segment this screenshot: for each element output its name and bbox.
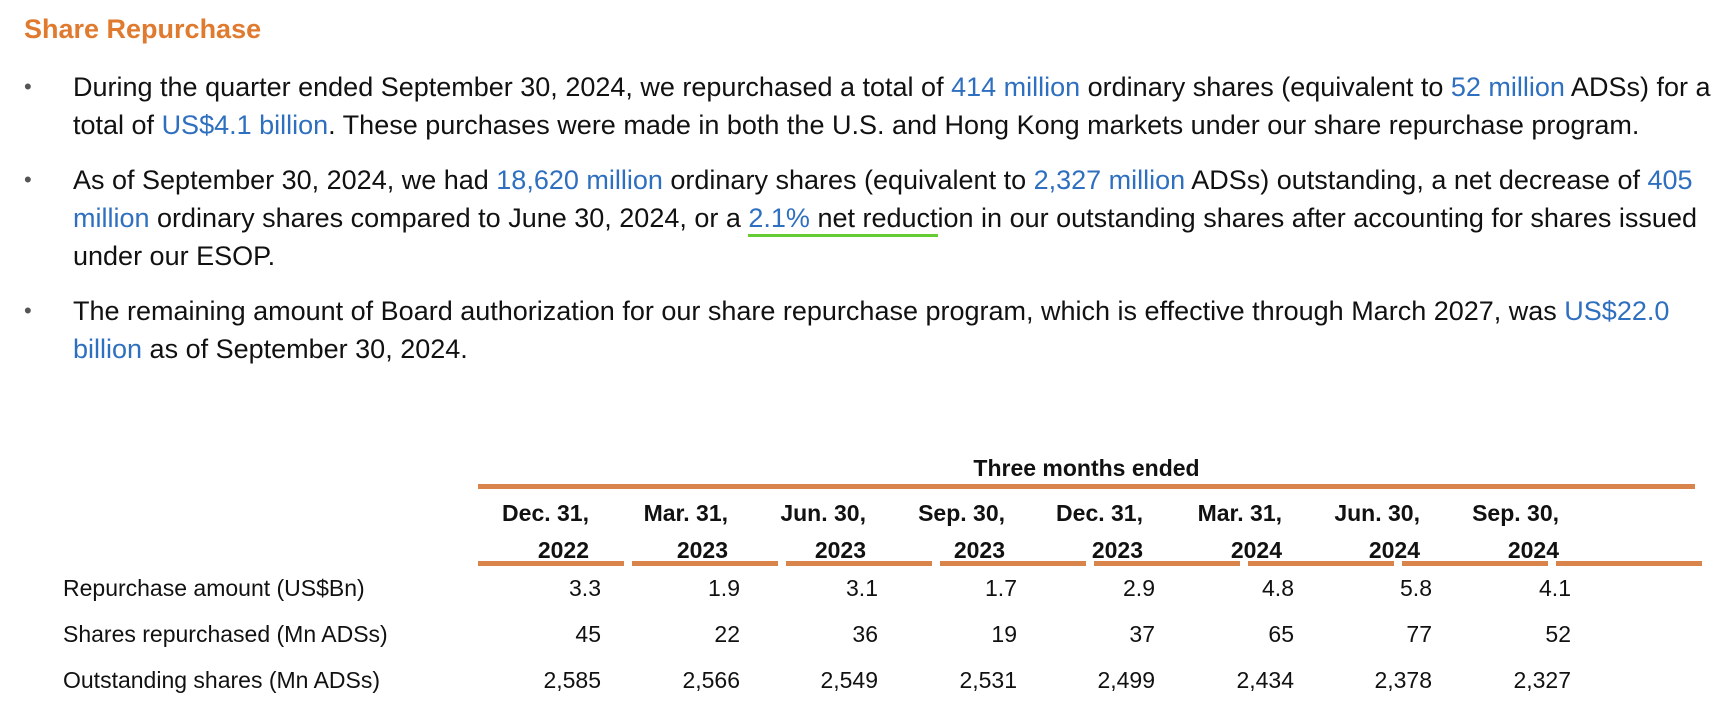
bullet-item: • As of September 30, 2024, we had 18,620… — [24, 161, 1714, 275]
row-label: Shares repurchased (Mn ADSs) — [63, 621, 388, 647]
bullet-text: net reduct — [809, 203, 938, 237]
bullet-text: ion in our outstanding shares after acco… — [73, 203, 1697, 271]
highlighted-figure: 2,327 million — [1033, 165, 1186, 195]
column-header-date: Dec. 31, — [1056, 500, 1143, 526]
highlighted-figure: 52 million — [1450, 72, 1565, 102]
table-cell: 2.9 — [1123, 575, 1155, 601]
column-header-rule — [478, 561, 624, 566]
table-cell: 77 — [1406, 621, 1432, 647]
bullet-dot-icon: • — [24, 298, 32, 323]
table-cell: 2,434 — [1236, 667, 1294, 693]
table-cell: 37 — [1129, 621, 1155, 647]
bullet-text: During the quarter ended September 30, 2… — [73, 72, 952, 102]
table-cell: 2,327 — [1513, 667, 1571, 693]
column-header: Sep. 30, 2024 — [1413, 495, 1559, 569]
table-cell: 5.8 — [1400, 575, 1432, 601]
bullet-text: as of September 30, 2024. — [142, 334, 468, 364]
bullet-item: • The remaining amount of Board authoriza… — [24, 292, 1714, 368]
column-header-rule — [1094, 561, 1240, 566]
column-header-rule — [940, 561, 1086, 566]
table-cell: 36 — [852, 621, 878, 647]
column-header: Jun. 30, 2024 — [1274, 495, 1420, 569]
section-title: Share Repurchase — [24, 14, 262, 44]
column-header: Mar. 31, 2023 — [582, 495, 728, 569]
column-header: Dec. 31, 2022 — [443, 495, 589, 569]
group-header-rule — [478, 484, 1695, 489]
column-header-year: 2023 — [1091, 537, 1143, 563]
bullet-text: ordinary shares compared to June 30, 202… — [149, 203, 749, 233]
column-header-year: 2023 — [676, 537, 728, 563]
table-cell: 2,531 — [959, 667, 1017, 693]
table-cell: 65 — [1268, 621, 1294, 647]
highlighted-figure: US$4.1 billion — [161, 110, 329, 140]
bullet-text: . These purchases were made in both the … — [328, 110, 1640, 140]
highlighted-figure: 2.1% — [748, 203, 810, 237]
bullet-text: ordinary shares (equivalent to — [1080, 72, 1451, 102]
highlighted-figure: 18,620 million — [496, 165, 663, 195]
bullet-item: • During the quarter ended September 30, … — [24, 68, 1714, 144]
column-header: Jun. 30, 2023 — [720, 495, 866, 569]
table-cell: 3.3 — [569, 575, 601, 601]
table-cell: 2,549 — [820, 667, 878, 693]
table-cell: 22 — [714, 621, 740, 647]
table-cell: 2,566 — [682, 667, 740, 693]
bullet-text: ADSs) for a total of — [73, 72, 1711, 140]
column-header: Mar. 31, 2024 — [1136, 495, 1282, 569]
bullet-dot-icon: • — [24, 167, 32, 192]
column-header-rule — [1402, 561, 1548, 566]
highlighted-figure: 405 million — [73, 165, 1693, 233]
column-header-date: Jun. 30, — [780, 500, 866, 526]
column-header-year: 2024 — [1230, 537, 1282, 563]
table-cell: 2,378 — [1374, 667, 1432, 693]
bullet-text: As of September 30, 2024, we had — [73, 165, 497, 195]
column-header-date: Jun. 30, — [1334, 500, 1420, 526]
table-cell: 2,499 — [1097, 667, 1155, 693]
table-cell: 1.9 — [708, 575, 740, 601]
table-cell: 4.1 — [1539, 575, 1571, 601]
column-header: Dec. 31, 2023 — [997, 495, 1143, 569]
group-header: Three months ended — [973, 455, 1200, 481]
table-cell: 45 — [575, 621, 601, 647]
bullet-text: ordinary shares (equivalent to — [662, 165, 1034, 195]
column-header-rule — [1248, 561, 1394, 566]
column-header-date: Sep. 30, — [918, 500, 1005, 526]
column-header-date: Mar. 31, — [643, 500, 728, 526]
column-header: Sep. 30, 2023 — [859, 495, 1005, 569]
column-header-date: Mar. 31, — [1197, 500, 1282, 526]
repurchase-table: Three months ended Dec. 31, 2022 Mar. 31, 2… — [0, 455, 1734, 715]
bullet-text: ADSs) outstanding, a net decrease of — [1185, 165, 1648, 195]
bullet-list: • During the quarter ended September 30, … — [24, 68, 1714, 385]
bullet-dot-icon: • — [24, 74, 32, 99]
column-header-date: Sep. 30, — [1472, 500, 1559, 526]
column-header-year: 2022 — [537, 537, 589, 563]
bullet-text: The remaining amount of Board authorizat… — [73, 296, 1565, 326]
column-header-date: Dec. 31, — [502, 500, 589, 526]
table-cell: 52 — [1545, 621, 1571, 647]
row-label: Repurchase amount (US$Bn) — [63, 575, 365, 601]
table-cell: 2,585 — [543, 667, 601, 693]
highlighted-figure: 414 million — [951, 72, 1081, 102]
table-cell: 4.8 — [1262, 575, 1294, 601]
column-header-rule — [1556, 561, 1702, 566]
highlighted-figure: US$22.0 billion — [73, 296, 1670, 364]
column-header-year: 2023 — [953, 537, 1005, 563]
table-cell: 1.7 — [985, 575, 1017, 601]
column-header-rule — [632, 561, 778, 566]
column-header-year: 2024 — [1507, 537, 1559, 563]
column-header-year: 2023 — [814, 537, 866, 563]
table-cell: 3.1 — [846, 575, 878, 601]
row-label: Outstanding shares (Mn ADSs) — [63, 667, 381, 693]
column-header-rule — [786, 561, 932, 566]
column-header-year: 2024 — [1368, 537, 1420, 563]
table-cell: 19 — [991, 621, 1017, 647]
